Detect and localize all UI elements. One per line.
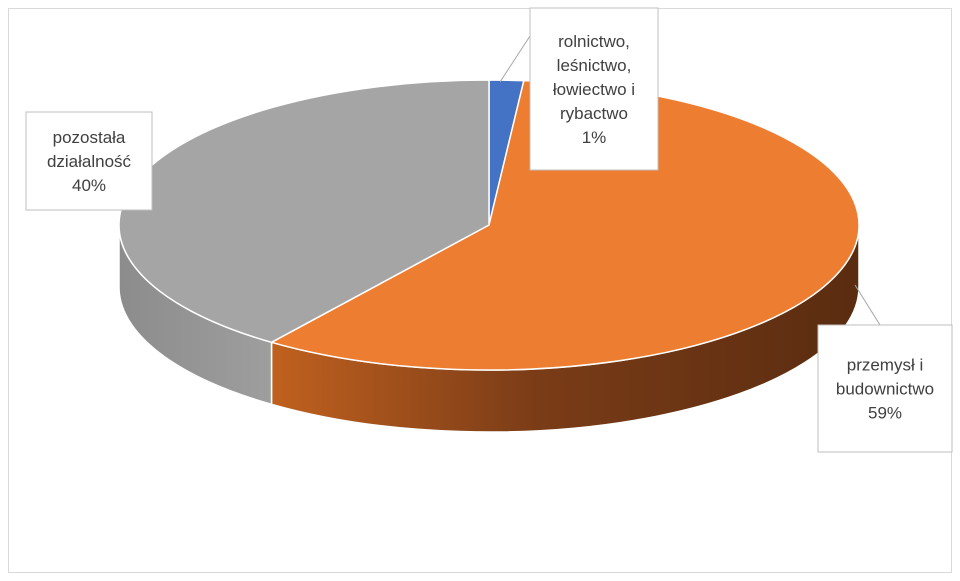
callout-box-1 xyxy=(817,324,953,453)
data-label-2-line-1: działalność xyxy=(47,152,132,171)
data-label-0-line-0: rolnictwo, xyxy=(558,32,630,51)
leader-line-1 xyxy=(854,284,881,326)
callout-box-0 xyxy=(529,7,659,171)
data-label-1-line-0: przemysł i xyxy=(847,356,924,375)
pie-slice-1 xyxy=(270,79,860,371)
data-label-0-line-1: leśnictwo, xyxy=(557,56,632,75)
data-label-0-line-2: łowiectwo i xyxy=(553,80,635,99)
leader-line-0 xyxy=(499,35,531,83)
data-label-2: pozostała działalność 40% xyxy=(25,111,166,211)
data-label-2-percent: 40% xyxy=(72,176,106,195)
data-label-0: rolnictwo, leśnictwo, łowiectwo i rybactwo 1… xyxy=(499,7,659,171)
data-label-1: przemysł i budownictwo 59% xyxy=(817,284,953,453)
data-label-1-percent: 59% xyxy=(868,404,902,423)
data-label-0-percent: 1% xyxy=(582,128,607,147)
data-label-0-line-3: rybactwo xyxy=(560,104,628,123)
leader-line-2 xyxy=(151,169,166,179)
data-label-2-line-0: pozostała xyxy=(53,128,126,147)
callout-box-2 xyxy=(25,111,153,211)
data-label-1-line-1: budownictwo xyxy=(836,380,934,399)
